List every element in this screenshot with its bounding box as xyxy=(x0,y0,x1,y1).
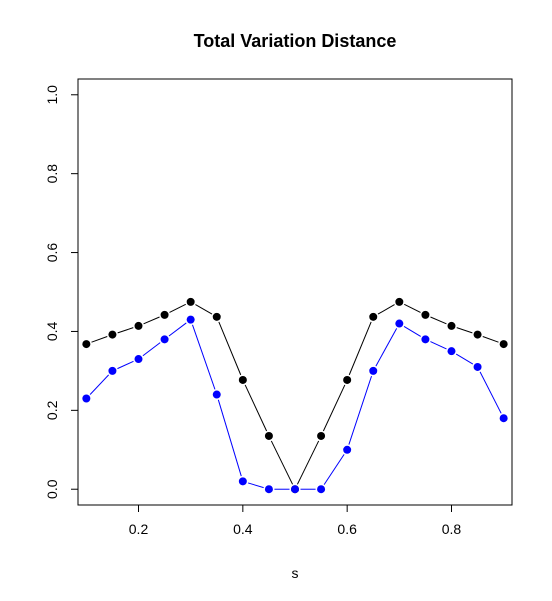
series-2-segment xyxy=(455,353,474,365)
series-1-point xyxy=(473,330,482,339)
series-2 xyxy=(82,315,508,494)
series-1-segment xyxy=(404,303,421,313)
series-2-segment xyxy=(479,371,502,414)
series-1-point xyxy=(238,375,247,384)
series-1-segment xyxy=(244,384,268,432)
series-2-point xyxy=(447,347,456,356)
series-2-point xyxy=(186,315,195,324)
y-tick-label: 0.6 xyxy=(44,243,60,263)
series-2-point xyxy=(395,319,404,328)
series-2-point xyxy=(317,485,326,494)
series-1-point xyxy=(82,340,91,349)
series-1-point xyxy=(108,330,117,339)
series-1-point xyxy=(317,431,326,440)
series-2-point xyxy=(473,362,482,371)
series-1-point xyxy=(369,312,378,321)
y-tick-label: 0.0 xyxy=(44,479,60,499)
series-2-point xyxy=(343,445,352,454)
series-2-point xyxy=(238,477,247,486)
series-1-point xyxy=(447,321,456,330)
y-tick-label: 1.0 xyxy=(44,85,60,105)
series-1-segment xyxy=(218,321,242,376)
x-tick-label: 0.4 xyxy=(233,521,253,537)
y-tick-label: 0.4 xyxy=(44,322,60,342)
series-2-point xyxy=(212,390,221,399)
series-2-segment xyxy=(430,341,447,350)
x-axis-label: s xyxy=(292,565,299,581)
series-1-segment xyxy=(322,384,346,432)
x-tick-label: 0.8 xyxy=(442,521,462,537)
series-2-segment xyxy=(117,360,134,370)
series-1-point xyxy=(264,431,273,440)
series-2-segment xyxy=(142,342,161,357)
series-1-segment xyxy=(91,336,108,343)
series-2-segment xyxy=(192,324,216,390)
series-1-point xyxy=(343,375,352,384)
series-2-segment xyxy=(403,325,421,337)
series-1-point xyxy=(134,321,143,330)
series-1-segment xyxy=(195,304,213,315)
series-1-segment xyxy=(348,321,372,376)
series-2-point xyxy=(160,335,169,344)
series-2-point xyxy=(499,414,508,423)
series-1 xyxy=(82,297,508,494)
series-2-point xyxy=(264,485,273,494)
series-1-point xyxy=(212,312,221,321)
series-2-segment xyxy=(168,322,187,337)
series-2-segment xyxy=(323,454,345,485)
series-1-point xyxy=(421,310,430,319)
series-1-point xyxy=(186,297,195,306)
y-tick-label: 0.2 xyxy=(44,400,60,420)
y-tick-label: 0.8 xyxy=(44,164,60,184)
series-2-point xyxy=(134,355,143,364)
y-axis: 0.0 0.2 0.4 0.6 0.8 1.0 xyxy=(44,85,79,499)
series-1-point xyxy=(499,340,508,349)
series-1-segment xyxy=(377,304,395,315)
series-2-point xyxy=(369,366,378,375)
series-2-point xyxy=(108,366,117,375)
series-1-segment xyxy=(482,336,499,343)
series-1-segment xyxy=(117,327,134,334)
x-tick-label: 0.6 xyxy=(337,521,357,537)
series-2-segment xyxy=(375,328,398,367)
series-1-segment xyxy=(270,440,294,485)
x-axis: 0.2 0.4 0.6 0.8 xyxy=(129,504,462,537)
series-2-segment xyxy=(247,482,264,489)
series-2-point xyxy=(421,335,430,344)
series-2-point xyxy=(82,394,91,403)
series-1-segment xyxy=(430,316,447,325)
plot-frame xyxy=(77,78,513,506)
series-1-segment xyxy=(296,440,320,485)
series-2-segment xyxy=(217,399,242,477)
series-1-segment xyxy=(169,303,186,313)
chart-title: Total Variation Distance xyxy=(194,31,397,51)
series-2-segment xyxy=(348,375,372,445)
series-1-segment xyxy=(456,327,473,334)
series-1-segment xyxy=(143,316,160,325)
series-2-segment xyxy=(89,374,110,395)
series-2-point xyxy=(291,485,299,494)
series-1-point xyxy=(395,297,404,306)
series-layer xyxy=(82,297,508,494)
x-tick-label: 0.2 xyxy=(129,521,149,537)
series-1-point xyxy=(160,310,169,319)
